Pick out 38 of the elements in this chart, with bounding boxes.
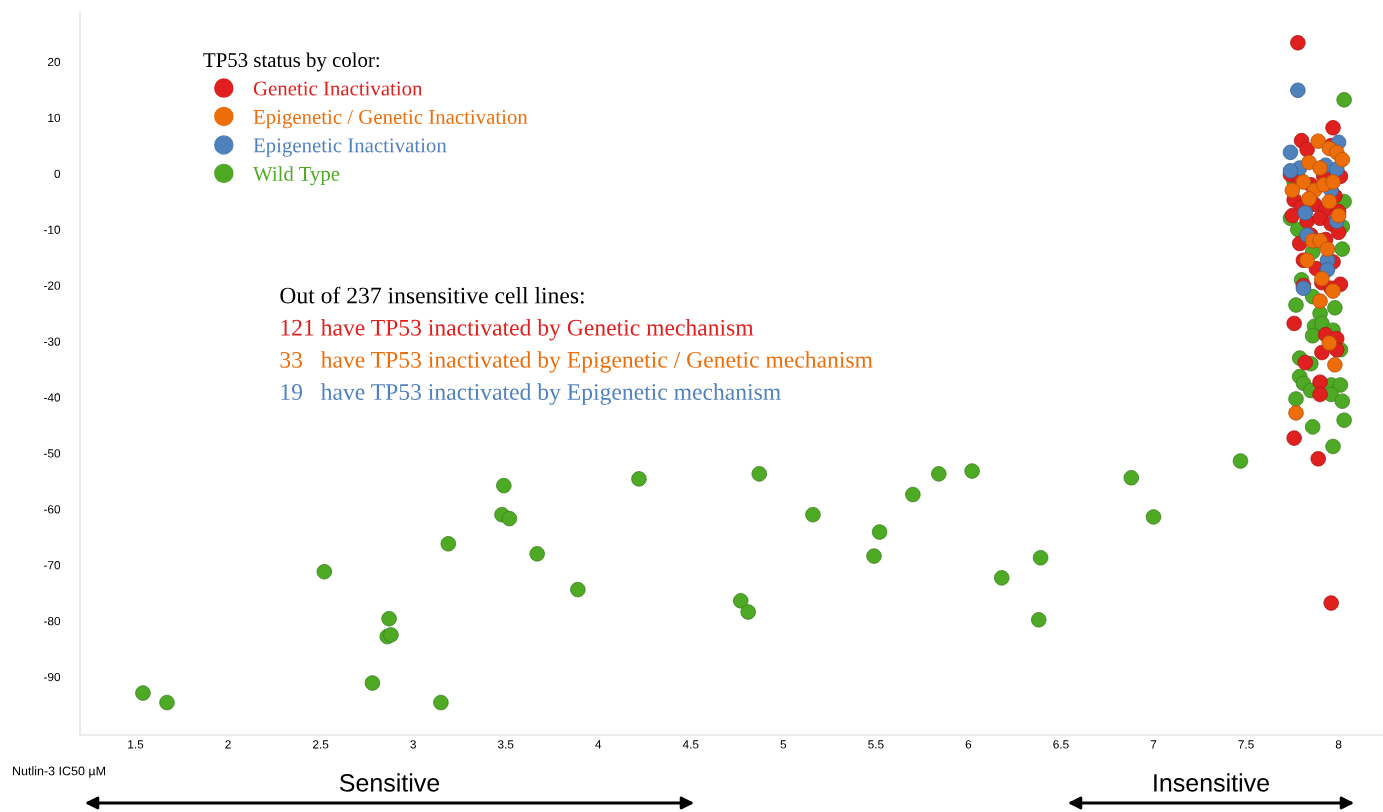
x-tick-label: 6.5 xyxy=(1053,740,1069,749)
x-tick-label: 8 xyxy=(1335,740,1342,749)
y-tick-label: -50 xyxy=(44,449,61,458)
x-tick-label: 6 xyxy=(965,740,972,749)
legend-title: TP53 status by color: xyxy=(203,52,379,72)
x-tick-label: 3 xyxy=(410,740,416,749)
text: Sensitive xyxy=(339,773,440,792)
y-tick-label: -70 xyxy=(44,561,61,570)
x-tick-label: 2 xyxy=(225,740,231,749)
y-tick-label: 20 xyxy=(48,57,61,67)
x-tick-label: 1.5 xyxy=(128,740,144,749)
x-tick-label: 7 xyxy=(1150,740,1157,749)
x-tick-label: 7.5 xyxy=(1238,740,1254,749)
legend-label: Wild Type xyxy=(253,166,340,186)
y-tick-label: -80 xyxy=(44,616,61,626)
x-tick-label: 2.5 xyxy=(313,740,329,749)
y-tick-label: 10 xyxy=(48,113,61,123)
text: Insensitive xyxy=(1154,773,1269,792)
x-tick-label: 3.5 xyxy=(497,740,514,749)
y-tick-label: -10 xyxy=(44,225,61,234)
x-tick-label: 5.5 xyxy=(868,740,884,749)
annotation: Out of 237 insensitive cell lines: xyxy=(280,286,584,304)
legend-label: Genetic Inactivation xyxy=(253,81,423,96)
y-tick-label: -60 xyxy=(44,505,61,514)
annotation: 19 have TP53 inactivated by Epigenetic mechanism xyxy=(281,383,781,405)
legend-label: Epigenetic Inactivation xyxy=(253,138,447,157)
x-tick-label: 5 xyxy=(780,740,787,749)
y-tick-label: -90 xyxy=(44,672,61,682)
x-axis-title: Nutlin-3 IC50 µM xyxy=(13,766,106,778)
y-tick-label: -40 xyxy=(44,393,61,402)
annotation: 33 have TP53 inactivated by Epigenetic / Genetic mechanism xyxy=(280,351,873,373)
y-tick-label: -30 xyxy=(44,337,61,346)
y-tick-label: 0 xyxy=(54,169,61,178)
x-tick-label: 4 xyxy=(595,740,602,749)
x-tick-label: 4.5 xyxy=(682,740,699,749)
annotation: 121 have TP53 inactivated by Genetic mechanism xyxy=(281,319,754,341)
legend-label: Epigenetic / Genetic Inactivation xyxy=(253,109,528,129)
y-tick-label: -20 xyxy=(44,281,61,290)
